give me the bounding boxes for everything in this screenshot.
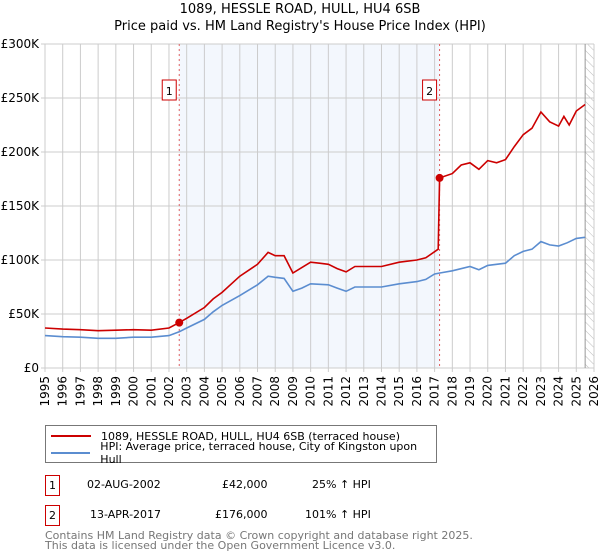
x-tick-label: 2007 — [251, 376, 265, 407]
footer-line: This data is licensed under the Open Gov… — [45, 539, 396, 552]
x-tick-label: 2012 — [339, 376, 353, 407]
x-tick-label: 2010 — [304, 376, 318, 407]
x-tick-label: 2013 — [357, 376, 371, 407]
sale-marker-box — [161, 79, 177, 101]
x-tick-label: 2004 — [197, 376, 211, 407]
x-tick-label: 2015 — [392, 376, 406, 407]
x-tick-label: 2022 — [516, 376, 530, 407]
legend-swatch-blue — [51, 452, 91, 454]
x-tick-label: 2025 — [569, 376, 583, 407]
y-tick-label: £100K — [1, 253, 41, 267]
legend-item-property: 1089, HESSLE ROAD, HULL, HU4 6SB (terrac… — [46, 428, 400, 444]
price-chart: 1995 1996 1997 1998 1999 2000 2001 2002 2003 2004… — [1, 37, 600, 407]
x-tick-label: 2003 — [180, 376, 194, 407]
legend: 1089, HESSLE ROAD, HULL, HU4 6SB (terrac… — [45, 425, 437, 466]
x-tick-label: 2002 — [162, 376, 176, 407]
sale-point — [435, 173, 444, 182]
sale-marker-label: 1 — [166, 85, 173, 98]
sale-price: £42,000 — [222, 478, 268, 491]
chart-title: 1089, HESSLE ROAD, HULL, HU4 6SB — [179, 2, 421, 17]
y-tick-label: £250K — [1, 91, 41, 105]
y-tick-label: £300K — [1, 37, 41, 51]
x-tick-label: 2020 — [481, 376, 495, 407]
x-tick-label: 2024 — [552, 376, 566, 407]
x-tick-label: 2009 — [286, 376, 300, 407]
footer: Contains HM Land Registry data © Crown c… — [45, 529, 473, 552]
chart-subtitle: Price paid vs. HM Land Registry's House … — [114, 19, 486, 34]
x-tick-label: 2005 — [215, 376, 229, 407]
legend-label: 1089, HESSLE ROAD, HULL, HU4 6SB (terrac… — [101, 429, 400, 443]
legend-swatch-red — [51, 435, 91, 437]
x-tick-label: 1996 — [56, 376, 70, 407]
x-tick-label: 2006 — [233, 376, 247, 407]
hpi-line — [44, 236, 586, 340]
x-tick-label: 2016 — [410, 376, 424, 407]
sale-hpi: 101% ↑ HPI — [305, 508, 371, 521]
sale-number: 1 — [45, 475, 60, 496]
footer-line: Contains HM Land Registry data © Crown c… — [45, 529, 473, 542]
legend-label: HPI: Average price, terraced house, City… — [100, 440, 418, 466]
x-tick-label: 2026 — [587, 376, 600, 407]
x-tick-label: 2000 — [127, 376, 141, 407]
x-tick-label: 1997 — [73, 376, 87, 407]
sale-marker-box — [422, 79, 438, 101]
sale-point — [175, 318, 184, 327]
x-tick-label: 1999 — [109, 376, 123, 407]
sale-price: £176,000 — [215, 508, 268, 521]
x-tick-label: 2018 — [445, 376, 459, 407]
x-tick-label: 2011 — [321, 376, 335, 407]
x-tick-label: 2001 — [144, 376, 158, 407]
x-tick-label: 2021 — [498, 376, 512, 407]
x-tick-label: 1998 — [91, 376, 105, 407]
x-tick-label: 2008 — [268, 376, 282, 407]
x-tick-label: 2017 — [428, 376, 442, 407]
sale-number: 2 — [45, 505, 60, 526]
y-tick-label: £50K — [8, 307, 40, 321]
sale-date: 02-AUG-2002 — [87, 478, 161, 491]
x-tick-label: 2023 — [534, 376, 548, 407]
sale-hpi: 25% ↑ HPI — [312, 478, 371, 491]
sale-date: 13-APR-2017 — [90, 508, 162, 521]
x-tick-label: 2014 — [374, 376, 388, 407]
y-tick-label: £200K — [1, 145, 41, 159]
y-tick-label: £150K — [1, 199, 41, 213]
sale-marker-label: 2 — [426, 85, 433, 98]
y-tick-label: £0 — [24, 361, 39, 375]
x-tick-label: 2019 — [463, 376, 477, 407]
x-tick-label: 1995 — [38, 376, 52, 407]
legend-item-hpi: HPI: Average price, terraced house, City… — [46, 440, 436, 466]
